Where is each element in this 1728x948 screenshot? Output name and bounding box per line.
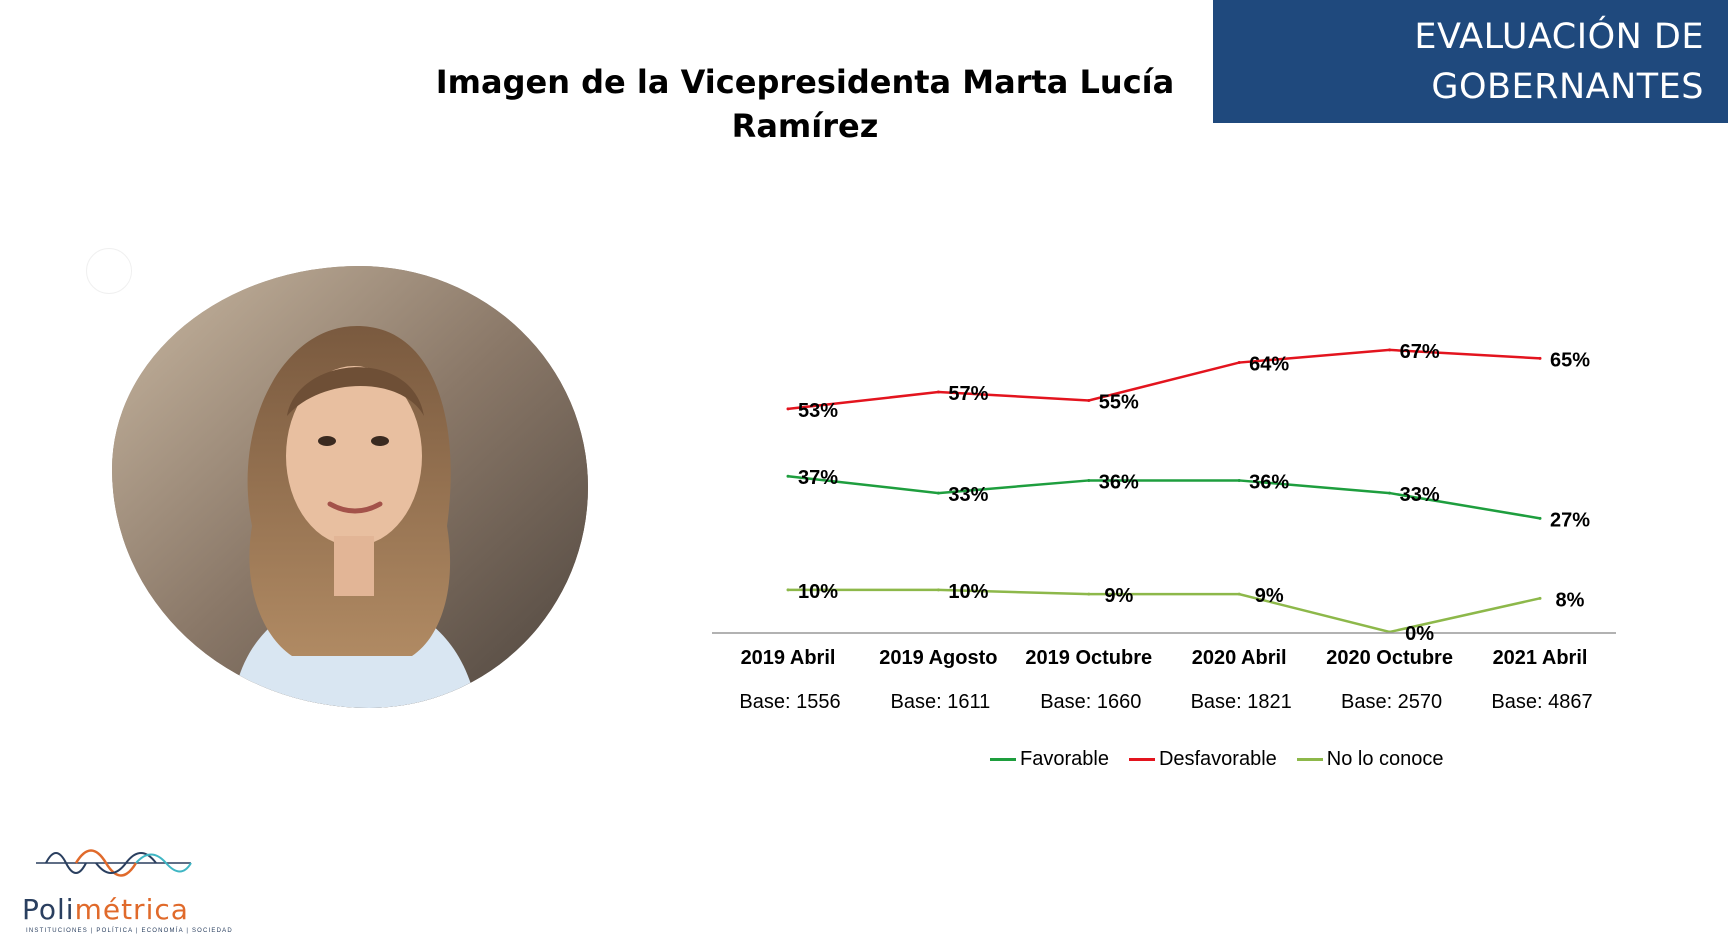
logo-word-part-1: Poli xyxy=(22,893,75,926)
logo-word-part-2: métrica xyxy=(74,893,189,926)
series-line-no-lo-conoce xyxy=(788,588,1541,634)
legend-item-desfavorable: Desfavorable xyxy=(1128,748,1277,771)
data-point-no-lo-conoce-1 xyxy=(936,588,940,592)
data-point-favorable-0 xyxy=(786,474,790,478)
base-label-5: Base: 4867 xyxy=(1491,691,1592,713)
data-label-desfavorable-5: 65% xyxy=(1550,349,1590,371)
data-point-no-lo-conoce-0 xyxy=(786,588,790,592)
x-tick-label-2: 2019 Octubre xyxy=(1025,647,1152,669)
data-label-favorable-4: 33% xyxy=(1400,484,1440,506)
chart-text-group: 37% 33% 36% 36% 33% 27% 53% 57% 55% 64% 67% 65% 10% 1… xyxy=(739,341,1592,713)
data-point-favorable-2 xyxy=(1087,478,1091,482)
x-tick-label-1: 2019 Agosto xyxy=(879,647,997,669)
x-tick-label-5: 2021 Abril xyxy=(1493,647,1588,669)
legend-label-desfavorable: Desfavorable xyxy=(1158,748,1277,770)
data-label-no-lo-conoce-1: 10% xyxy=(948,581,988,603)
data-point-favorable-5 xyxy=(1538,516,1542,520)
legend-swatch-favorable xyxy=(990,758,1016,761)
data-label-no-lo-conoce-3: 9% xyxy=(1255,585,1284,607)
x-tick-label-3: 2020 Abril xyxy=(1192,647,1287,669)
x-tick-label-0: 2019 Abril xyxy=(741,647,836,669)
waveform-logo-icon xyxy=(36,849,192,877)
legend-label-favorable: Favorable xyxy=(1020,748,1109,770)
base-label-3: Base: 1821 xyxy=(1191,691,1292,713)
data-point-favorable-3 xyxy=(1237,478,1241,482)
data-point-desfavorable-1 xyxy=(936,390,940,394)
data-label-favorable-5: 27% xyxy=(1550,509,1590,531)
logo-wordmark: Polimétrica xyxy=(22,893,189,926)
data-label-favorable-2: 36% xyxy=(1099,471,1139,493)
portrait-illustration xyxy=(112,266,588,708)
chart-title: Imagen de la Vicepresidenta Marta Lucía … xyxy=(435,63,1175,145)
data-label-desfavorable-4: 67% xyxy=(1400,341,1440,363)
x-tick-label-4: 2020 Octubre xyxy=(1326,647,1453,669)
base-label-1: Base: 1611 xyxy=(891,691,991,713)
data-label-favorable-3: 36% xyxy=(1249,471,1289,493)
data-label-desfavorable-3: 64% xyxy=(1249,354,1289,376)
banner-line-2: GOBERNANTES xyxy=(1431,66,1704,107)
data-label-desfavorable-2: 55% xyxy=(1099,391,1139,413)
chart-lines-group xyxy=(786,348,1542,634)
data-label-no-lo-conoce-2: 9% xyxy=(1104,585,1133,607)
data-point-desfavorable-4 xyxy=(1388,348,1392,352)
legend-swatch-desfavorable xyxy=(1128,758,1155,761)
polimetrica-logo: Polimétrica INSTITUCIONES | POLÍTICA | E… xyxy=(22,838,232,938)
chart-legend: Favorable Desfavorable No lo conoce xyxy=(990,748,1444,771)
legend-item-favorable: Favorable xyxy=(990,748,1109,771)
data-point-no-lo-conoce-3 xyxy=(1237,592,1241,596)
data-point-desfavorable-3 xyxy=(1237,361,1241,365)
legend-swatch-no-lo-conoce xyxy=(1296,758,1323,761)
series-line-favorable xyxy=(787,474,1541,520)
data-label-favorable-0: 37% xyxy=(798,467,838,489)
legend-item-no-lo-conoce: No lo conoce xyxy=(1296,748,1444,771)
base-label-2: Base: 1660 xyxy=(1040,691,1141,713)
data-point-no-lo-conoce-2 xyxy=(1087,592,1091,596)
data-point-favorable-1 xyxy=(936,491,940,495)
data-point-desfavorable-0 xyxy=(786,407,790,411)
legend-label-no-lo-conoce: No lo conoce xyxy=(1326,748,1444,770)
base-label-0: Base: 1556 xyxy=(739,691,840,713)
series-line-desfavorable xyxy=(787,348,1541,411)
banner-line-1: EVALUACIÓN DE xyxy=(1414,16,1704,57)
data-point-desfavorable-5 xyxy=(1538,356,1542,360)
data-point-no-lo-conoce-5 xyxy=(1538,596,1542,600)
data-point-favorable-4 xyxy=(1388,491,1392,495)
data-label-desfavorable-0: 53% xyxy=(798,400,838,422)
section-banner: EVALUACIÓN DE GOBERNANTES xyxy=(1213,0,1728,123)
portrait-photo xyxy=(112,266,588,708)
data-point-desfavorable-2 xyxy=(1087,398,1091,402)
decorative-circle xyxy=(86,248,132,294)
logo-tagline: INSTITUCIONES | POLÍTICA | ECONOMÍA | SO… xyxy=(26,928,233,934)
data-label-no-lo-conoce-0: 10% xyxy=(798,581,838,603)
data-label-desfavorable-1: 57% xyxy=(948,383,988,405)
data-label-no-lo-conoce-4: 0% xyxy=(1405,623,1434,645)
data-label-favorable-1: 33% xyxy=(948,484,988,506)
base-label-4: Base: 2570 xyxy=(1341,691,1442,713)
data-label-no-lo-conoce-5: 8% xyxy=(1556,589,1585,611)
